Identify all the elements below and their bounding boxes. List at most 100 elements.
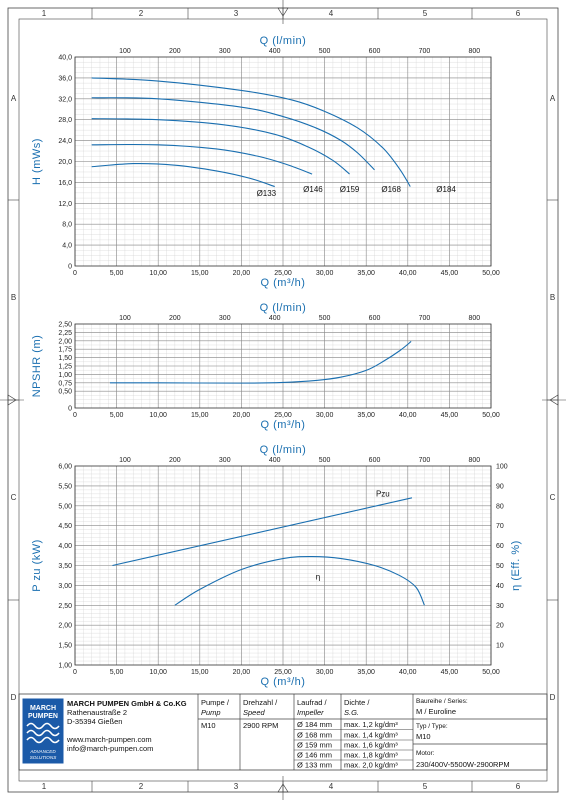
y-tick-label: 4,0 (62, 243, 72, 250)
curve-label: Ø133 (257, 189, 277, 198)
frame-column-label: 3 (234, 782, 239, 791)
x2-tick-label: 300 (219, 315, 231, 322)
x-tick-label: 25,00 (274, 669, 292, 676)
x2-tick-label: 300 (219, 457, 231, 464)
x2-tick-label: 500 (319, 48, 331, 55)
company-name: MARCH PUMPEN GmbH & Co.KG (67, 699, 187, 708)
x2-tick-label: 400 (269, 315, 281, 322)
impeller-label-en: Impeller (297, 708, 324, 717)
y-tick-label: 28,0 (58, 117, 72, 124)
x-tick-label: 20,00 (233, 412, 251, 419)
y-axis-title: P zu (kW) (31, 539, 43, 592)
x2-axis-title: Q (l/min) (260, 444, 307, 456)
frame-row-label: C (550, 493, 556, 502)
y-tick-label: 36,0 (58, 75, 72, 82)
x-tick-label: 30,00 (316, 669, 334, 676)
y-tick-label: 12,0 (58, 201, 72, 208)
frame-column-label: 6 (516, 782, 521, 791)
y-tick-label: 2,25 (58, 330, 72, 337)
frame-column-label: 6 (516, 9, 521, 18)
logo-wave-icon (26, 736, 60, 744)
impeller-density: max. 1,2 kg/dm³ (344, 720, 398, 729)
x2-tick-label: 200 (169, 48, 181, 55)
speed-value: 2900 RPM (243, 721, 278, 730)
x-tick-label: 10,00 (149, 669, 167, 676)
x-tick-label: 35,00 (357, 270, 375, 277)
y-tick-label: 0,75 (58, 380, 72, 387)
y-tick-label: 3,50 (58, 563, 72, 570)
x2-tick-label: 400 (269, 48, 281, 55)
x2-axis-title: Q (l/min) (260, 35, 307, 47)
y2-tick-label: 80 (496, 503, 504, 510)
y-tick-label: 2,50 (58, 603, 72, 610)
impeller-size: Ø 133 mm (297, 761, 332, 770)
y-tick-label: 1,00 (58, 372, 72, 379)
x2-tick-label: 100 (119, 457, 131, 464)
x2-tick-label: 800 (469, 315, 481, 322)
plot-border (74, 56, 492, 267)
x2-tick-label: 800 (469, 457, 481, 464)
x-tick-label: 0 (73, 412, 77, 419)
frame-row-label: C (11, 493, 17, 502)
frame-row-label: D (11, 693, 17, 702)
x2-tick-label: 400 (269, 457, 281, 464)
x-tick-label: 5,00 (110, 270, 124, 277)
y-axis-title: NPSHR (m) (31, 335, 43, 398)
y-tick-label: 1,75 (58, 347, 72, 354)
x-tick-label: 0 (73, 669, 77, 676)
company-city: D-35394 Gießen (67, 717, 122, 726)
logo-text-1: MARCH (30, 705, 56, 712)
curve-label: Ø159 (340, 185, 360, 194)
x2-tick-label: 100 (119, 315, 131, 322)
x-axis-title: Q (m³/h) (261, 419, 306, 431)
curve-label: Ø184 (436, 185, 456, 194)
y-tick-label: 32,0 (58, 96, 72, 103)
x-tick-label: 15,00 (191, 412, 209, 419)
y-tick-label: 8,0 (62, 222, 72, 229)
frame-column-label: 1 (42, 9, 47, 18)
logo-text-2: PUMPEN (28, 713, 58, 720)
x2-tick-label: 700 (419, 48, 431, 55)
x-tick-label: 20,00 (233, 669, 251, 676)
x-tick-label: 0 (73, 270, 77, 277)
impeller-size: Ø 146 mm (297, 751, 332, 760)
sg-label-en: S.G. (344, 708, 359, 717)
speed-label: Drehzahl / (243, 698, 278, 707)
frame-row-label: B (11, 293, 16, 302)
series-line-power-efficiency (112, 497, 413, 567)
logo-wave-icon (26, 722, 60, 730)
x2-tick-label: 800 (469, 48, 481, 55)
y-tick-label: 4,00 (58, 543, 72, 550)
x-tick-label: 5,00 (110, 669, 124, 676)
y-axis-title: H (mWs) (31, 138, 43, 185)
frame-row-label: D (550, 693, 556, 702)
y2-tick-label: 20 (496, 623, 504, 630)
x2-tick-label: 300 (219, 48, 231, 55)
frame-column-label: 3 (234, 9, 239, 18)
frame-column-label: 4 (329, 782, 334, 791)
y-tick-label: 1,50 (58, 643, 72, 650)
x2-tick-label: 600 (369, 48, 381, 55)
impeller-density: max. 1,8 kg/dm³ (344, 751, 398, 760)
y-tick-label: 1,50 (58, 355, 72, 362)
x-tick-label: 25,00 (274, 412, 292, 419)
y-tick-label: 4,50 (58, 523, 72, 530)
march-logo: MARCH PUMPEN ADVANCED SOLUTIONS (22, 698, 64, 764)
x-tick-label: 50,00 (482, 270, 500, 277)
impeller-size: Ø 184 mm (297, 720, 332, 729)
curve-label: Ø168 (381, 185, 401, 194)
series-line-head (91, 97, 375, 171)
sg-label: Dichte / (344, 698, 370, 707)
frame-row-label: A (11, 94, 17, 103)
y-tick-label: 0 (68, 264, 72, 271)
x-tick-label: 40,00 (399, 412, 417, 419)
x-tick-label: 50,00 (482, 412, 500, 419)
company-email[interactable]: info@march-pumpen.com (67, 744, 153, 753)
plot-border (74, 323, 492, 409)
pump-label-en: Pump (201, 708, 221, 717)
x-tick-label: 45,00 (441, 412, 459, 419)
x-tick-label: 45,00 (441, 669, 459, 676)
impeller-rows: Ø 184 mm max. 1,2 kg/dm³ Ø 168 mm max. 1,4 … (297, 720, 398, 770)
company-web[interactable]: www.march-pumpen.com (66, 735, 152, 744)
